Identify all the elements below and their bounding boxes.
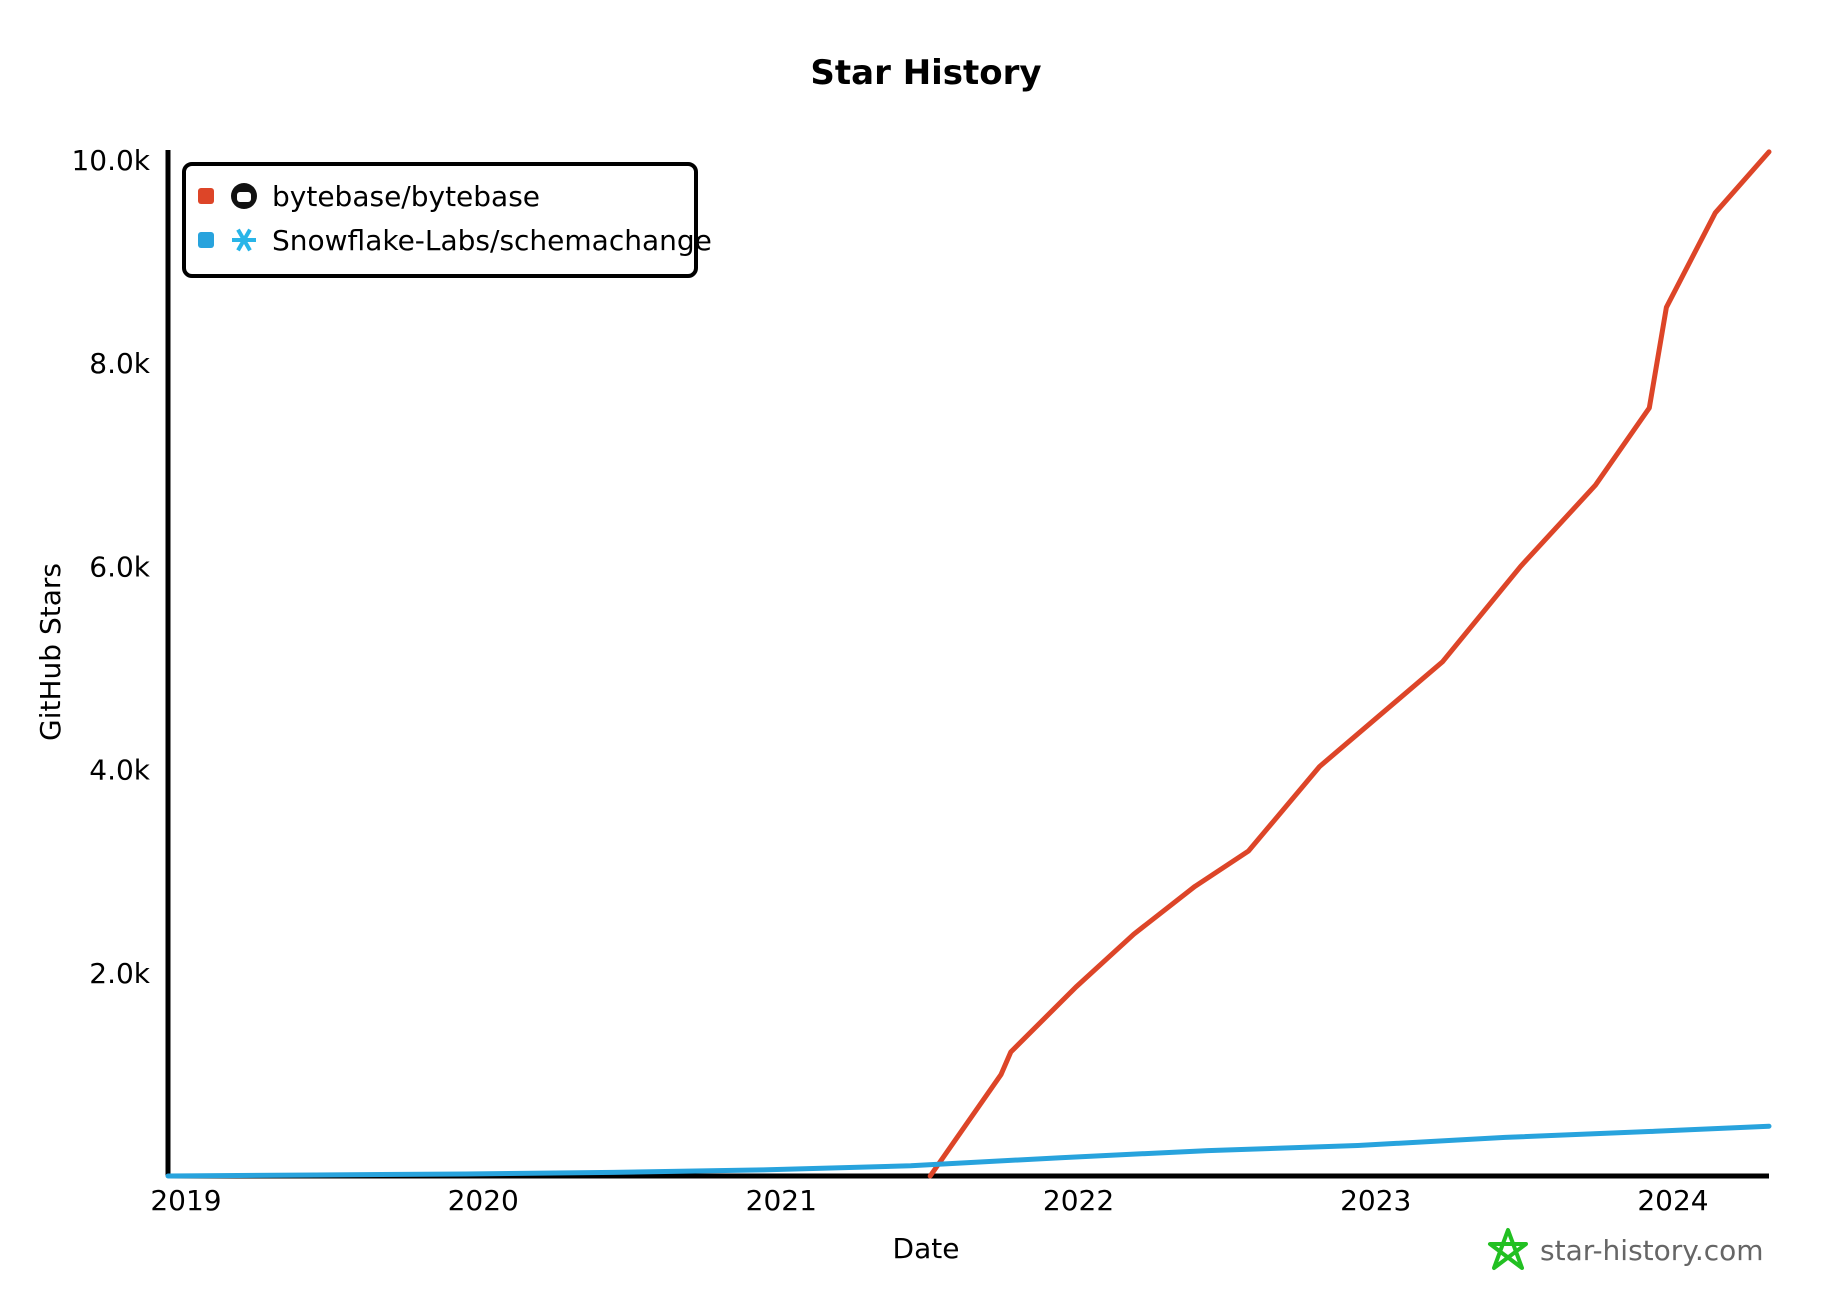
legend-swatch bbox=[198, 232, 214, 248]
snowflake-icon-arm bbox=[236, 228, 252, 252]
x-axis-label: Date bbox=[893, 1232, 960, 1265]
series-line-0 bbox=[927, 149, 1772, 1179]
legend: bytebase/bytebase Snowflake-Labs/schemach… bbox=[182, 162, 712, 278]
plot-area: 2.0k 4.0k 6.0k 8.0k 10.0k 2019 2020 2021 2022 202… bbox=[71, 144, 1772, 1217]
github-icon bbox=[231, 183, 257, 209]
y-tick-label: 6.0k bbox=[89, 550, 151, 583]
y-tick-label: 8.0k bbox=[89, 347, 151, 380]
watermark[interactable]: star-history.com bbox=[1488, 1228, 1764, 1270]
series-line-1 bbox=[165, 1123, 1772, 1179]
star-history-logo-icon bbox=[1488, 1228, 1528, 1270]
snowflake-icon bbox=[232, 228, 256, 252]
chart-title: Star History bbox=[810, 53, 1041, 93]
y-tick-label: 2.0k bbox=[89, 957, 151, 990]
x-tick-label: 2019 bbox=[150, 1184, 221, 1217]
watermark-text: star-history.com bbox=[1540, 1234, 1764, 1267]
y-tick-label: 4.0k bbox=[89, 754, 151, 787]
x-tick-label: 2022 bbox=[1043, 1184, 1114, 1217]
x-tick-label: 2024 bbox=[1637, 1184, 1708, 1217]
x-tick-label: 2020 bbox=[448, 1184, 519, 1217]
legend-swatch bbox=[198, 188, 214, 204]
y-tick-label: 10.0k bbox=[71, 144, 150, 177]
y-axis-label: GitHub Stars bbox=[34, 563, 67, 741]
legend-label: bytebase/bytebase bbox=[272, 180, 540, 213]
legend-box bbox=[182, 162, 698, 278]
legend-label: Snowflake-Labs/schemachange bbox=[272, 224, 712, 257]
x-tick-label: 2023 bbox=[1340, 1184, 1411, 1217]
github-icon-face bbox=[237, 192, 251, 202]
x-tick-label: 2021 bbox=[746, 1184, 817, 1217]
